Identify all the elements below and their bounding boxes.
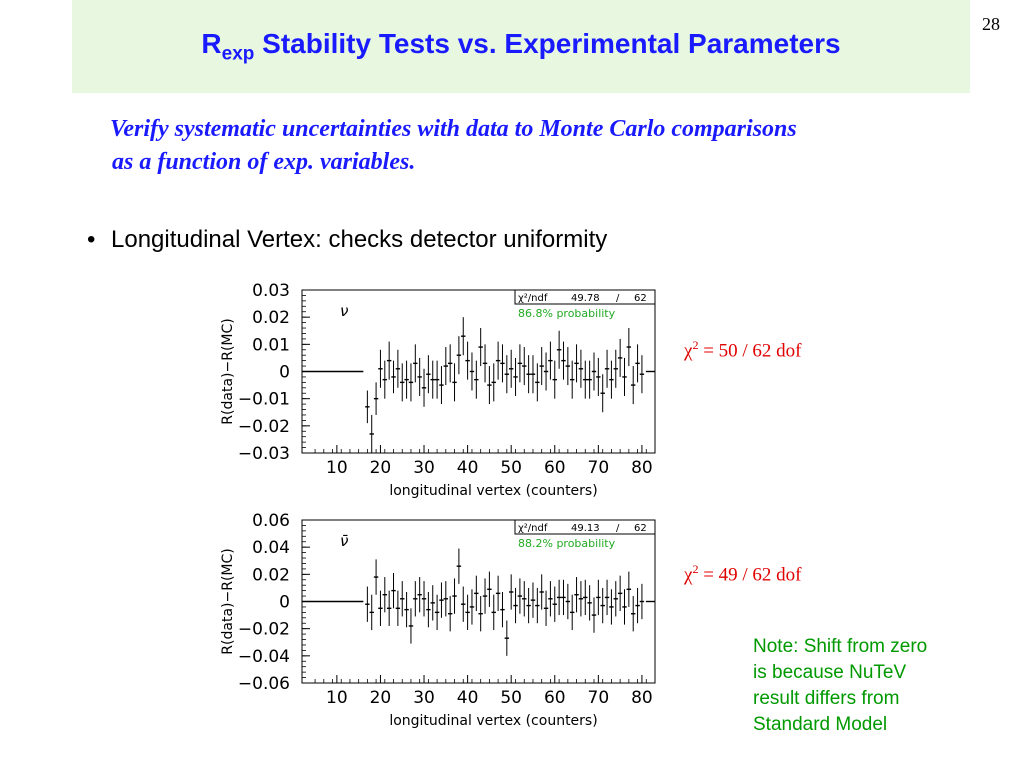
panel-label: ν — [340, 302, 348, 320]
stats-probability: 88.2% probability — [518, 537, 616, 550]
stats-chi2-value: 49.78 — [571, 293, 600, 304]
y-axis-label: R(data)−R(MC) — [220, 548, 236, 654]
note-line: result differs from — [753, 688, 900, 709]
x-tick-label: 70 — [588, 688, 610, 708]
x-tick-label: 60 — [544, 688, 566, 708]
chi-power: 2 — [692, 338, 699, 352]
x-tick-label: 60 — [544, 458, 566, 478]
title-subscript: exp — [221, 43, 255, 65]
stats-chi2-value: 49.13 — [571, 523, 600, 534]
x-tick-label: 20 — [370, 458, 392, 478]
chi-power: 2 — [692, 562, 699, 576]
stats-chi2-label: χ²/ndf — [518, 293, 548, 304]
subtitle-line1: Verify systematic uncertainties with dat… — [110, 116, 797, 142]
stats-ndf: 62 — [634, 523, 647, 534]
chi2-annotation-neutrino: χ2 = 50 / 62 dof — [684, 338, 802, 362]
chi-value: = 50 / 62 dof — [698, 340, 802, 362]
subtitle-line2: as a function of exp. variables. — [112, 149, 416, 175]
plot-neutrino: 0.03 0.02 0.01 0 −0.01 −0.02 −0.03 10 20 30 40 50 60… — [220, 281, 656, 499]
stats-separator: / — [616, 523, 620, 534]
y-tick-label: 0 — [279, 593, 290, 613]
x-tick-label: 30 — [413, 688, 435, 708]
bullet-text: Longitudinal Vertex: checks detector uni… — [111, 226, 608, 253]
stats-box — [514, 289, 656, 305]
y-tick-label: 0.04 — [252, 538, 290, 558]
y-tick-label: 0.01 — [252, 335, 290, 355]
stats-ndf: 62 — [634, 293, 647, 304]
x-tick-label: 50 — [500, 688, 522, 708]
x-tick-label: 40 — [457, 458, 479, 478]
y-tick-label: −0.04 — [238, 647, 290, 667]
stats-separator: / — [616, 293, 620, 304]
x-tick-label: 30 — [413, 458, 435, 478]
stats-box — [514, 519, 656, 535]
title-banner: Rexp Stability Tests vs. Experimental Pa… — [72, 0, 970, 93]
chi-value: = 49 / 62 dof — [698, 564, 802, 586]
x-tick-label: 50 — [500, 458, 522, 478]
stats-probability: 86.8% probability — [518, 307, 616, 320]
plot-antineutrino: 0.06 0.04 0.02 0 −0.02 −0.04 −0.06 10 20 30 40 50 60… — [220, 511, 656, 729]
subtitle: Verify systematic uncertainties with dat… — [110, 113, 970, 179]
y-tick-label: −0.03 — [238, 444, 290, 464]
y-tick-label: 0.02 — [252, 308, 290, 328]
chi2-annotation-antineutrino: χ2 = 49 / 62 dof — [684, 562, 802, 586]
y-tick-label: 0.02 — [252, 565, 290, 585]
note-line: is because NuTeV — [753, 662, 907, 683]
title-r: R — [201, 28, 222, 59]
x-tick-label: 20 — [370, 688, 392, 708]
y-tick-label: 0 — [279, 363, 290, 383]
x-tick-label: 80 — [631, 688, 653, 708]
y-tick-label: −0.02 — [238, 620, 290, 640]
note-text: Note: Shift from zero is because NuTeV r… — [753, 634, 983, 738]
y-axis-label: R(data)−R(MC) — [220, 318, 236, 424]
chi-symbol: χ — [684, 340, 693, 362]
y-tick-label: −0.06 — [238, 674, 290, 694]
bullet-item: • Longitudinal Vertex: checks detector un… — [87, 226, 607, 254]
chi-symbol: χ — [684, 564, 693, 586]
x-tick-label: 70 — [588, 458, 610, 478]
x-tick-label: 10 — [326, 688, 348, 708]
x-tick-label: 40 — [457, 688, 479, 708]
title-rest: Stability Tests vs. Experimental Paramet… — [254, 28, 841, 59]
y-tick-label: 0.03 — [252, 281, 290, 301]
panel-label: ν̄ — [340, 532, 348, 550]
page-title: Rexp Stability Tests vs. Experimental Pa… — [72, 28, 970, 66]
bullet-symbol: • — [87, 226, 96, 253]
x-axis-label: longitudinal vertex (counters) — [389, 713, 597, 729]
x-tick-label: 10 — [326, 458, 348, 478]
note-line: Note: Shift from zero — [753, 636, 928, 657]
stats-chi2-label: χ²/ndf — [518, 523, 548, 534]
x-axis-label: longitudinal vertex (counters) — [389, 483, 597, 499]
y-tick-label: −0.02 — [238, 417, 290, 437]
note-line: Standard Model — [753, 714, 888, 735]
y-tick-label: 0.06 — [252, 511, 290, 531]
x-tick-label: 80 — [631, 458, 653, 478]
page-number: 28 — [982, 14, 1000, 34]
y-tick-label: −0.01 — [238, 390, 290, 410]
